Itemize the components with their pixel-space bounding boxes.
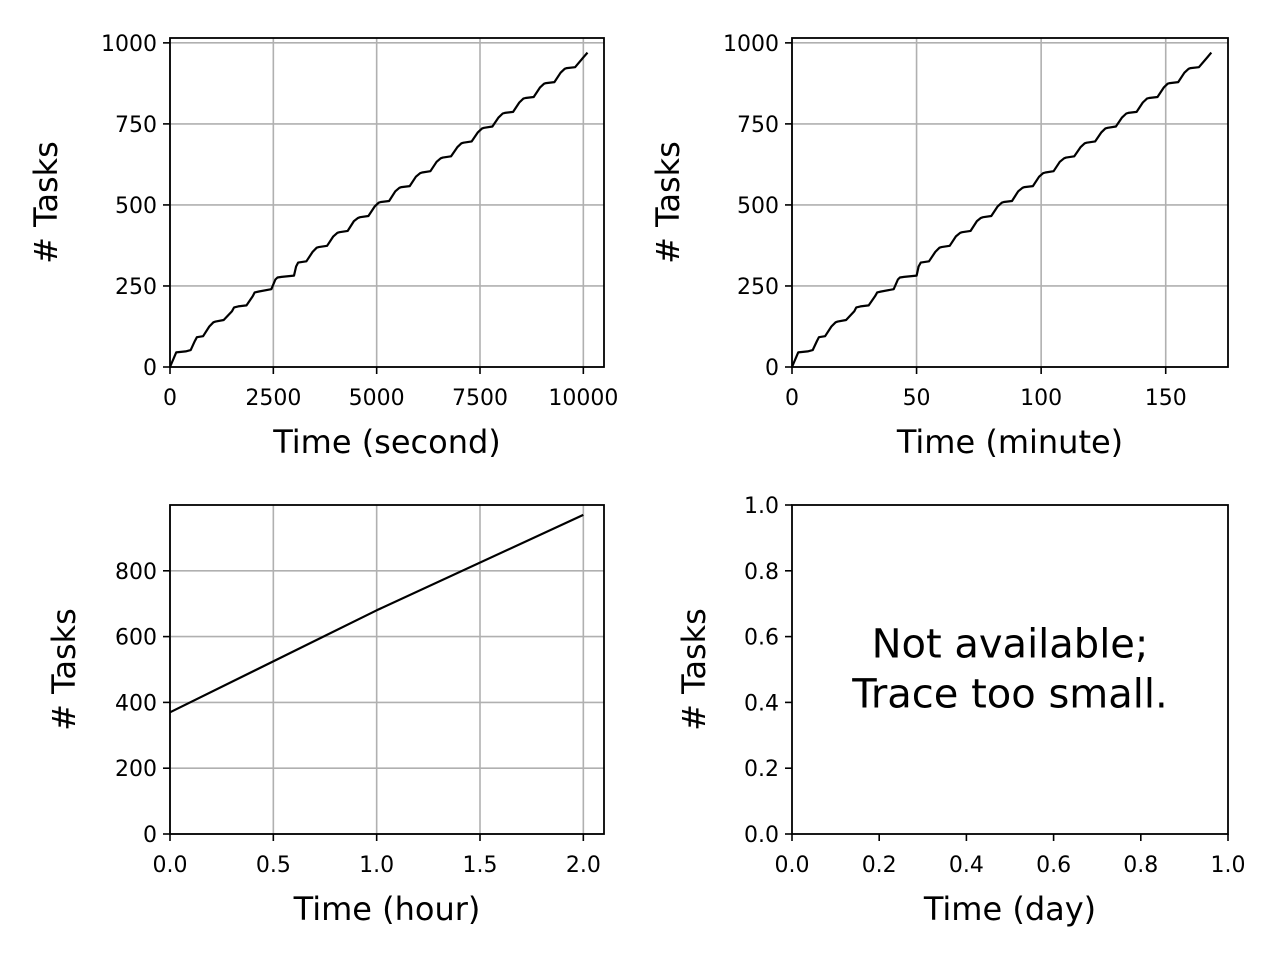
y-tick-label: 1.0 [744, 494, 779, 519]
y-tick-label: 1000 [101, 32, 157, 57]
x-tick-label: 0 [785, 386, 799, 411]
x-tick-label: 2500 [245, 386, 301, 411]
y-tick-label: 500 [115, 194, 157, 219]
y-tick-label: 0.2 [744, 757, 779, 782]
x-tick-label: 100 [1020, 386, 1062, 411]
x-tick-label: 7500 [452, 386, 508, 411]
y-tick-label: 750 [737, 113, 779, 138]
x-tick-label: 1.5 [463, 853, 498, 878]
series-line [790, 51, 1213, 368]
y-tick-label: 500 [737, 194, 779, 219]
x-tick-label: 0.0 [153, 853, 188, 878]
y-tick-label: 200 [115, 757, 157, 782]
y-tick-label: 750 [115, 113, 157, 138]
axes-frame [169, 504, 605, 835]
axes-frame [169, 37, 605, 368]
x-tick-label: 0.6 [1036, 853, 1071, 878]
x-tick-label: 0.4 [949, 853, 984, 878]
series-line [168, 51, 589, 368]
y-tick-label: 1000 [723, 32, 779, 57]
x-tick-label: 1.0 [1211, 853, 1246, 878]
y-tick-label: 0 [143, 356, 157, 381]
subplot-2: 0 50 100 150 0 250 500 750 1000 Time (minute) # Ta… [649, 32, 1229, 461]
subplot-1: 0 2500 5000 7500 10000 0 250 500 750 1000 Time (se… [27, 32, 618, 461]
y-tick-label: 0 [765, 356, 779, 381]
annotation-text: Trace too small. [851, 672, 1167, 718]
y-tick-label: 250 [737, 275, 779, 300]
y-tick-label: 400 [115, 691, 157, 716]
axes-frame [791, 37, 1229, 368]
y-axis-label: # Tasks [675, 608, 713, 731]
y-tick-label: 0.8 [744, 560, 779, 585]
x-tick-label: 50 [903, 386, 931, 411]
y-tick-label: 0.6 [744, 626, 779, 651]
x-tick-label: 0.2 [862, 853, 897, 878]
x-tick-label: 2.0 [566, 853, 601, 878]
y-axis-label: # Tasks [27, 141, 65, 264]
y-tick-label: 800 [115, 560, 157, 585]
x-tick-label: 0.8 [1123, 853, 1158, 878]
annotation-text: Not available; [872, 622, 1149, 668]
y-axis-label: # Tasks [45, 608, 83, 731]
x-tick-label: 5000 [349, 386, 405, 411]
x-tick-label: 150 [1145, 386, 1187, 411]
x-tick-label: 10000 [548, 386, 618, 411]
y-tick-label: 0.0 [744, 823, 779, 848]
x-axis-label: Time (minute) [896, 423, 1123, 461]
x-axis-label: Time (second) [272, 423, 501, 461]
x-tick-label: 0.0 [775, 853, 810, 878]
y-tick-label: 250 [115, 275, 157, 300]
x-axis-label: Time (hour) [293, 890, 481, 928]
x-axis-label: Time (day) [923, 890, 1096, 928]
subplot-3: 0.0 0.5 1.0 1.5 2.0 0 200 400 600 800 Time (hour) #… [45, 504, 605, 928]
y-axis-label: # Tasks [649, 141, 687, 264]
x-tick-label: 0.5 [256, 853, 291, 878]
y-tick-label: 600 [115, 626, 157, 651]
y-tick-label: 0 [143, 823, 157, 848]
x-tick-label: 0 [163, 386, 177, 411]
axes-frame [791, 504, 1229, 835]
series-line [169, 513, 584, 714]
x-tick-label: 1.0 [359, 853, 394, 878]
subplot-4: 0.0 0.2 0.4 0.6 0.8 1.0 0.0 0.2 0.4 0.6 0.8 1.0 Time… [675, 494, 1246, 928]
y-tick-label: 0.4 [744, 691, 779, 716]
